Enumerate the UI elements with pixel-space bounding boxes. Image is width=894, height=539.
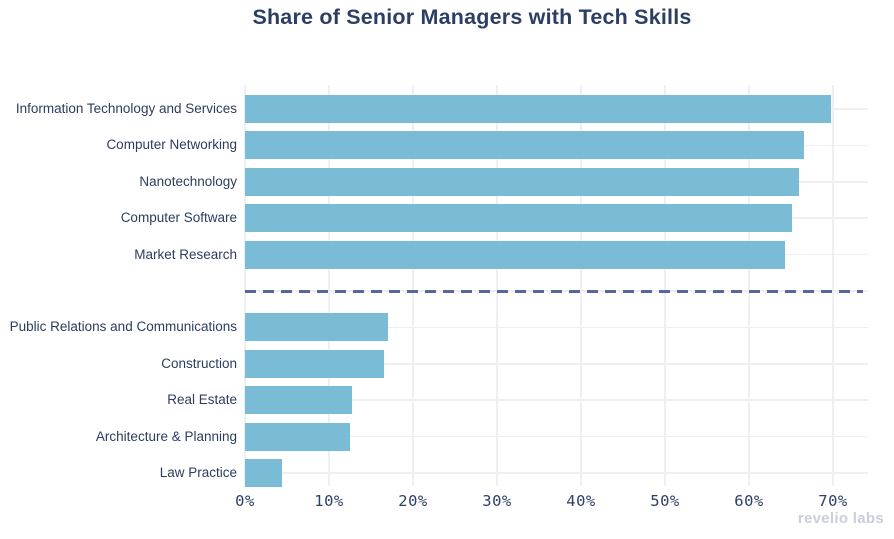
bar (245, 167, 799, 196)
vertical-gridline (580, 85, 582, 486)
horizontal-gridline (245, 363, 868, 365)
bar (245, 349, 384, 378)
vertical-gridline (244, 85, 246, 486)
bar (245, 386, 352, 415)
bar (245, 131, 804, 160)
category-label: Computer Software (120, 210, 237, 226)
category-label: Information Technology and Services (15, 101, 237, 116)
bar (245, 204, 792, 233)
vertical-gridline (412, 85, 414, 486)
x-tick-label: 20% (398, 492, 428, 510)
x-tick-label: 70% (818, 492, 848, 510)
x-tick-label: 30% (482, 492, 512, 510)
chart-title: Share of Senior Managers with Tech Skill… (252, 5, 692, 29)
category-label: Real Estate (167, 392, 237, 408)
category-label: Computer Networking (106, 137, 237, 153)
horizontal-gridline (245, 472, 868, 474)
revelio-labs-logo: revelio labs (798, 510, 884, 527)
category-label: Architecture & Planning (95, 428, 237, 444)
category-label: Nanotechnology (139, 173, 237, 189)
brand-text: revelio labs (797, 510, 884, 527)
vertical-gridline (496, 85, 498, 486)
category-label: Construction (161, 355, 237, 371)
x-tick-label: 0% (235, 492, 255, 510)
x-tick-label: 50% (650, 492, 680, 510)
vertical-gridline (664, 85, 666, 486)
horizontal-gridline (245, 326, 868, 329)
category-label: Market Research (134, 246, 237, 262)
category-label: Law Practice (159, 465, 237, 480)
x-tick-label: 10% (314, 492, 344, 510)
vertical-gridline (328, 85, 330, 486)
horizontal-gridline (245, 399, 868, 401)
x-tick-label: 60% (734, 492, 764, 510)
x-tick-label: 40% (566, 492, 596, 510)
vertical-gridline (748, 85, 750, 486)
horizontal-gridline (245, 435, 868, 438)
bar (245, 240, 786, 269)
category-label: Public Relations and Communications (9, 319, 237, 335)
group-separator-dashed-line (245, 289, 863, 293)
bar (245, 95, 832, 123)
bar (245, 313, 388, 342)
vertical-gridline (832, 85, 834, 486)
bar (245, 422, 350, 451)
bar (245, 459, 282, 487)
